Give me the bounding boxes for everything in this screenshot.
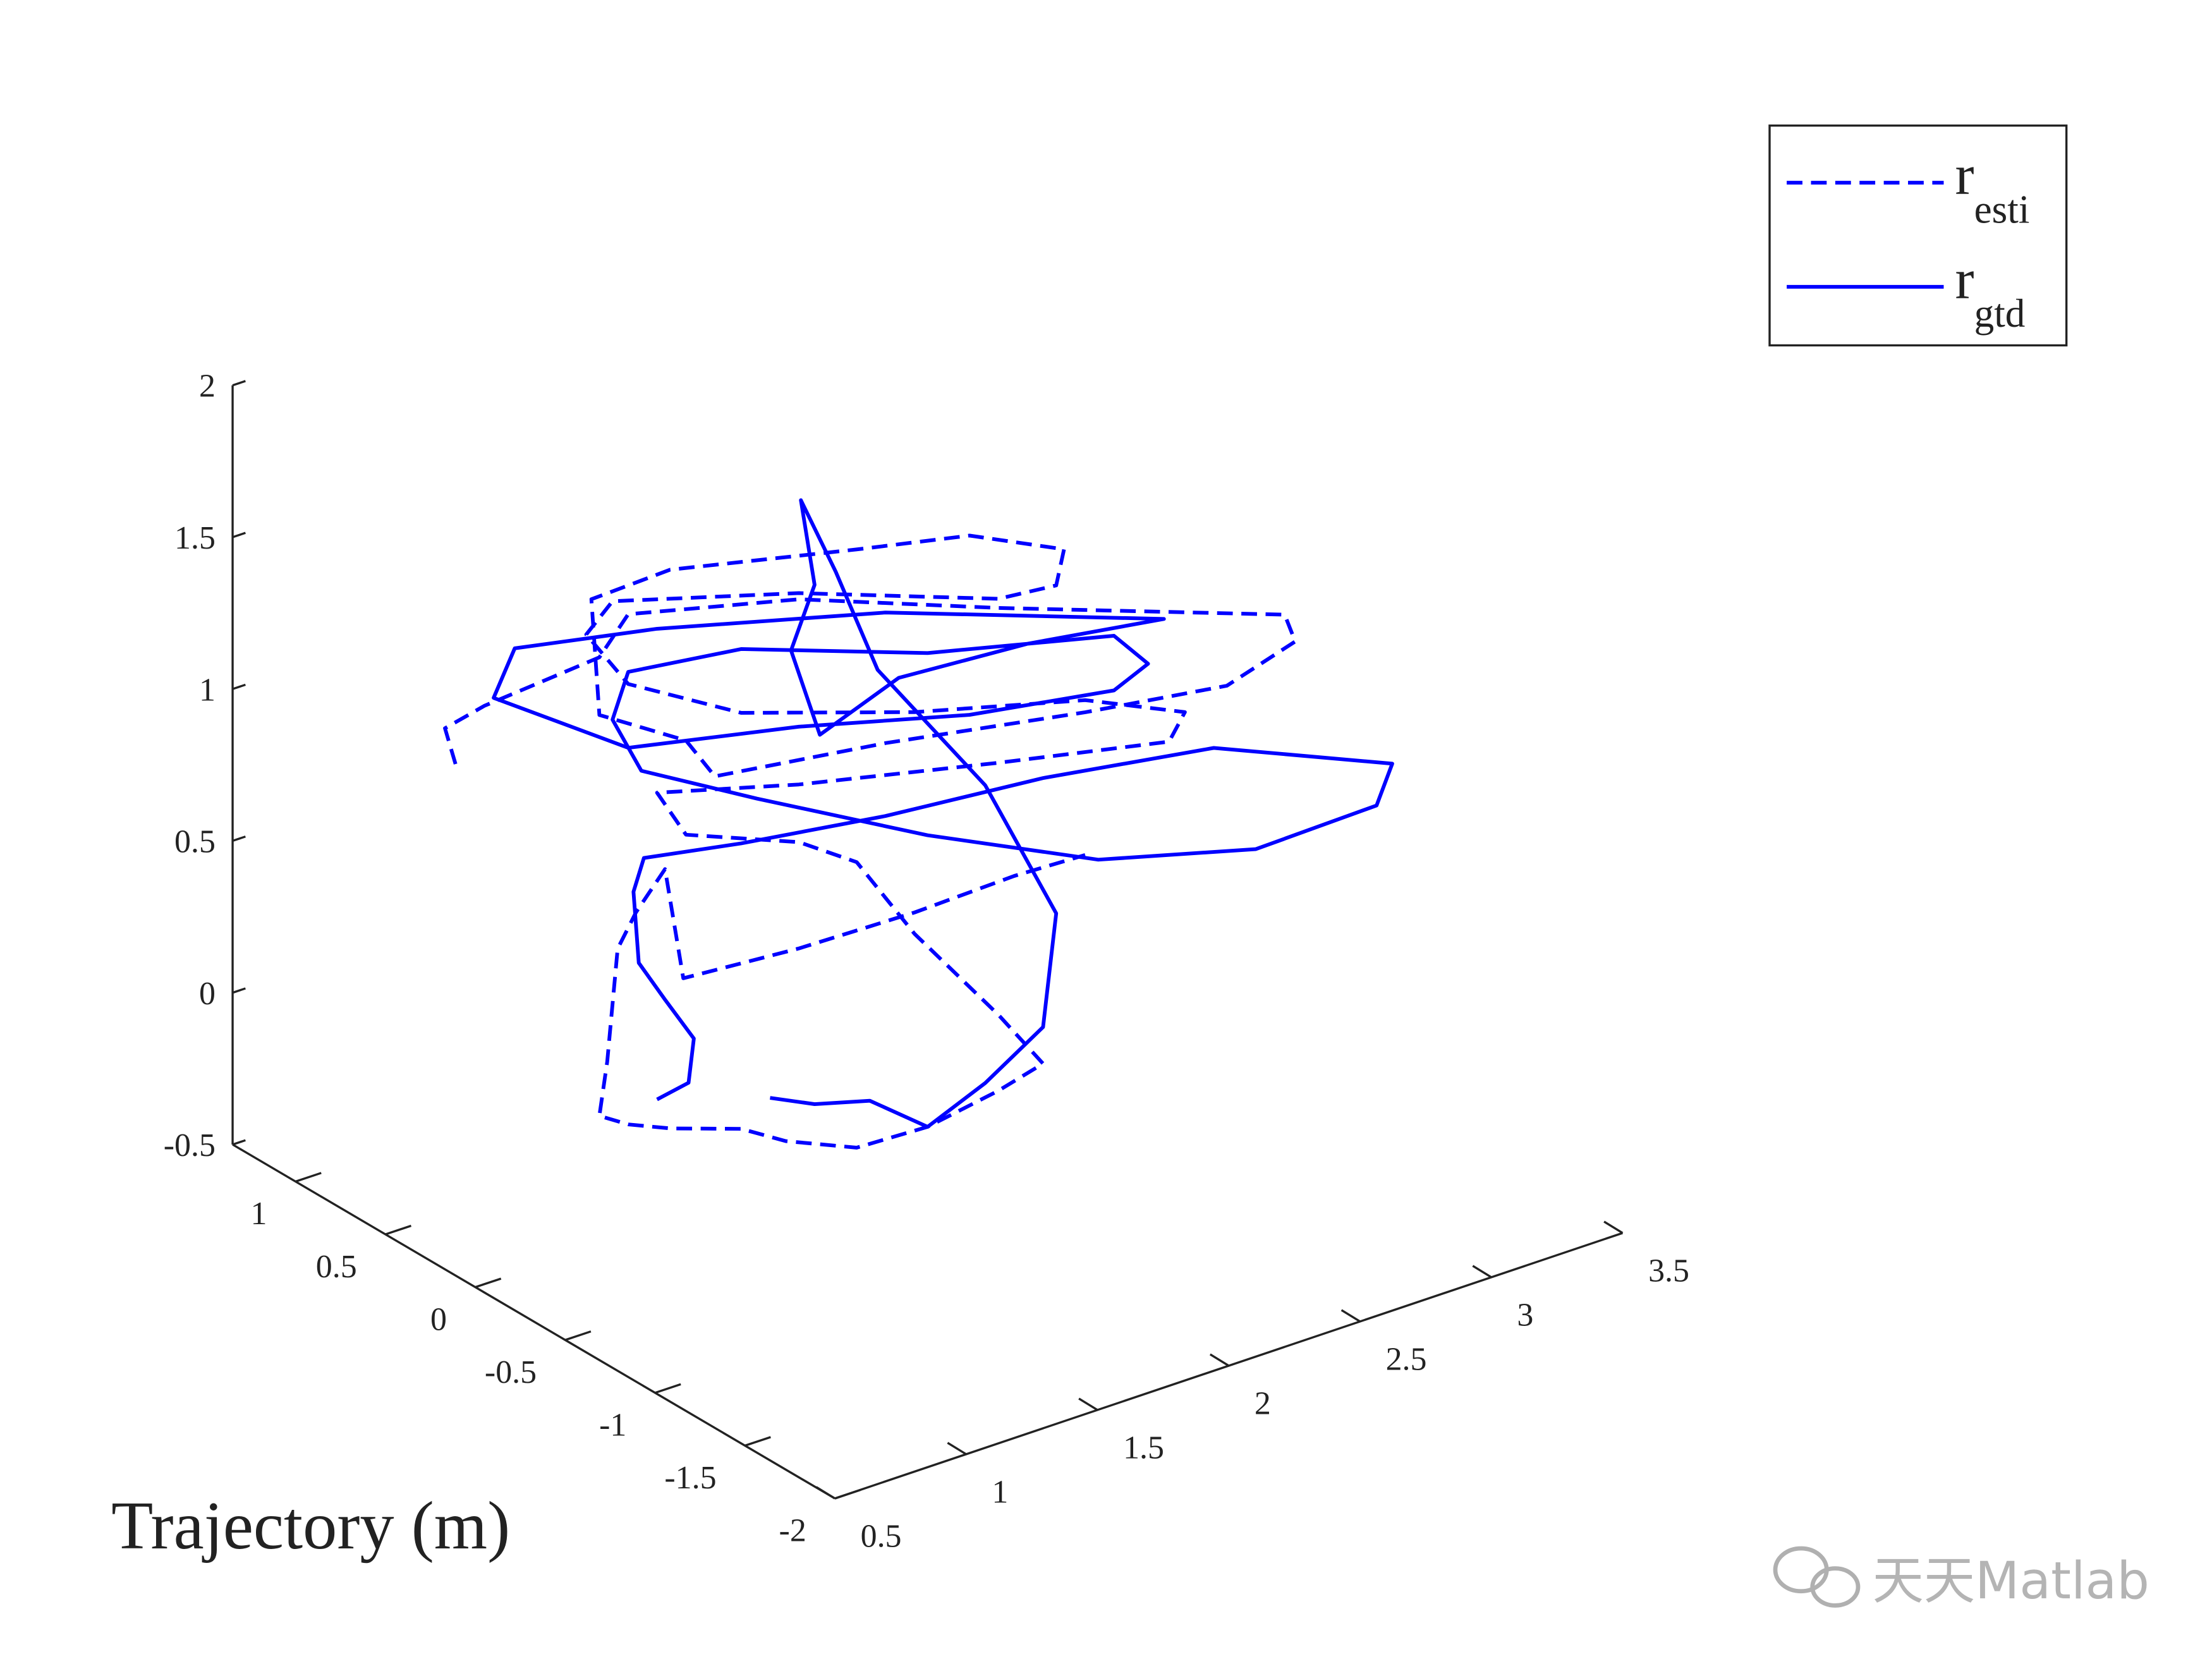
z-tick [232, 683, 246, 690]
z-tick [232, 1139, 246, 1146]
legend: resti rgtd [1768, 125, 2068, 347]
trajectory-line [443, 533, 1297, 1150]
z-tick-label: -0.5 [164, 1127, 216, 1164]
x-tick [1340, 1309, 1361, 1323]
z-tick [232, 836, 246, 842]
y-tick-label: -0.5 [485, 1354, 537, 1390]
x-tick-label: 3.5 [1648, 1253, 1689, 1289]
y-tick-label: -1 [599, 1407, 626, 1443]
y-tick [834, 1488, 861, 1500]
watermark-icon [1773, 1546, 1861, 1608]
x-tick [815, 1486, 836, 1500]
y-tick-label: 0 [430, 1301, 447, 1337]
watermark: 天天Matlab [1873, 1552, 2149, 1611]
x-tick-label: 2 [1255, 1386, 1271, 1422]
z-tick-label: 0 [199, 976, 216, 1012]
y-tick [744, 1436, 771, 1447]
z-tick [232, 987, 246, 994]
y-tick-label: -1.5 [664, 1460, 716, 1496]
z-tick-label: 1 [199, 672, 216, 708]
x-tick-label: 2.5 [1386, 1342, 1427, 1378]
x-tick-label: 0.5 [861, 1519, 902, 1555]
x-tick [1078, 1397, 1098, 1411]
y-axis [232, 1143, 836, 1500]
z-tick [232, 380, 246, 387]
legend-label: resti [1955, 143, 2030, 231]
y-tick [295, 1172, 322, 1183]
trajectory-line [492, 498, 1394, 1129]
x-tick-label: 3 [1517, 1297, 1533, 1334]
z-tick-label: 1.5 [174, 520, 216, 556]
x-tick [947, 1442, 967, 1455]
y-tick [654, 1383, 681, 1394]
x-tick [1472, 1265, 1492, 1279]
y-tick-label: -2 [779, 1513, 806, 1549]
y-tick [385, 1224, 412, 1236]
x-tick-label: 1 [992, 1474, 1008, 1510]
annotation: Trajectory (m) [111, 1488, 510, 1564]
y-tick [564, 1330, 592, 1341]
y-tick [475, 1277, 502, 1289]
z-tick-label: 0.5 [174, 824, 216, 860]
x-tick-label: 1.5 [1123, 1430, 1164, 1466]
legend-label: rgtd [1955, 248, 2026, 336]
x-tick [1209, 1353, 1230, 1367]
x-tick [1603, 1220, 1624, 1234]
z-tick [232, 532, 246, 538]
y-tick-label: 0.5 [316, 1249, 357, 1285]
z-tick-label: 2 [199, 368, 216, 404]
legend-box [1768, 125, 2068, 347]
y-tick-label: 1 [250, 1196, 267, 1232]
